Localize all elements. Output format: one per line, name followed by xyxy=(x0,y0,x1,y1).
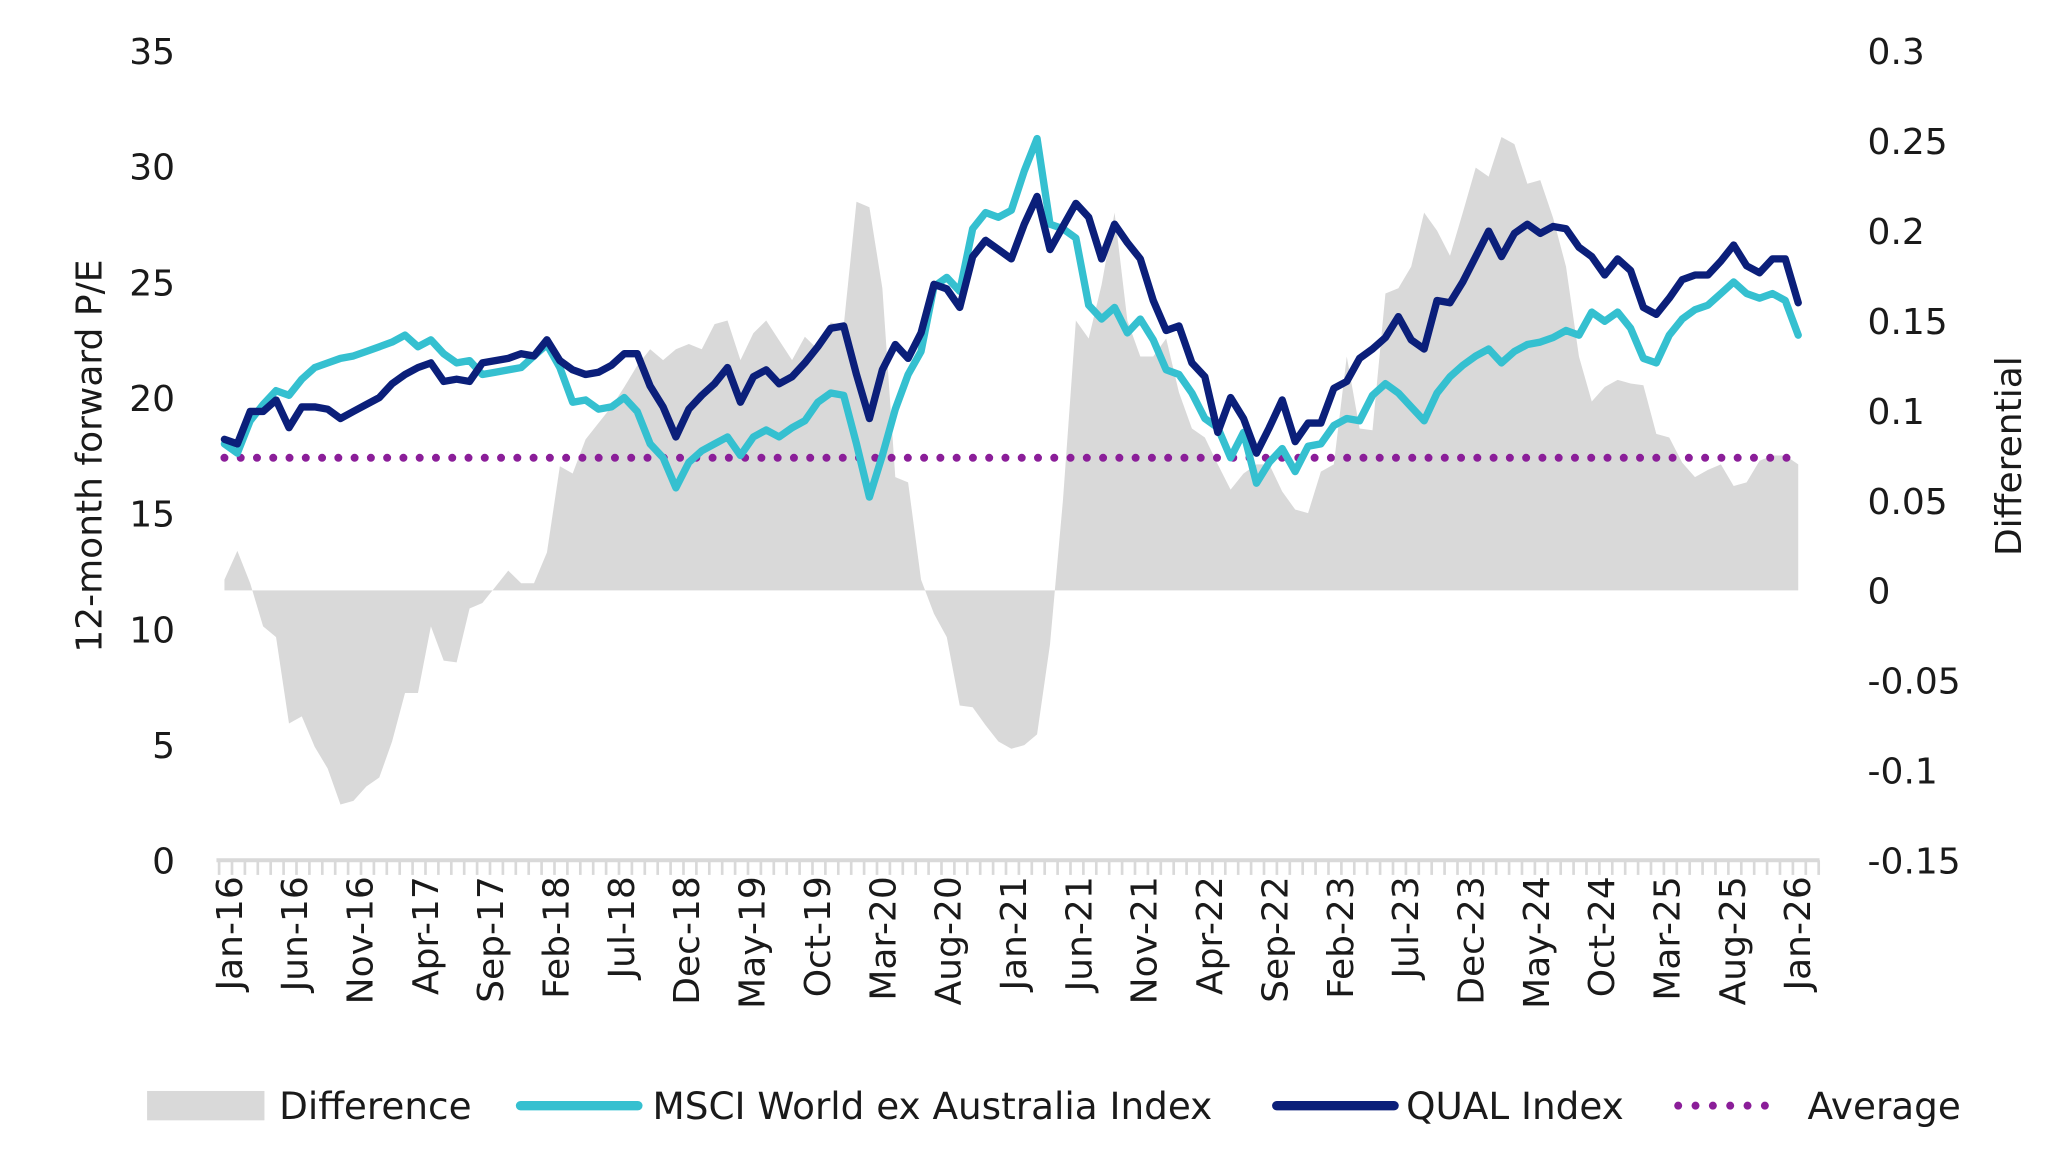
legend-label-average: Average xyxy=(1808,1084,1961,1128)
left-tick-label: 20 xyxy=(129,379,175,420)
right-tick-label: 0.2 xyxy=(1868,212,1925,253)
x-tick-label: Nov-21 xyxy=(1125,876,1166,1004)
series-lines xyxy=(220,134,1802,501)
legend-label-qual: QUAL Index xyxy=(1406,1084,1624,1128)
x-axis-tick-labels: Jan-16 Jun-16 Nov-16 Apr-17 Sep-17 Feb-18 Jul-… xyxy=(210,876,1819,1009)
right-tick-label: 0.05 xyxy=(1868,482,1948,523)
x-tick-label: Oct-19 xyxy=(798,876,839,997)
x-tick-label: Feb-23 xyxy=(1321,876,1362,999)
qual-line xyxy=(220,192,1802,457)
legend-label-difference: Difference xyxy=(279,1084,471,1128)
legend: Difference MSCI World ex Australia Index… xyxy=(147,1084,1961,1128)
x-axis xyxy=(216,858,1821,875)
right-tick-label: 0 xyxy=(1868,572,1891,613)
x-tick-label: Jan-26 xyxy=(1778,876,1819,992)
right-axis-ticks: -0.15 -0.1 -0.05 0 0.05 0.1 0.15 0.2 0.25 0.3 xyxy=(1868,32,1961,883)
x-tick-label: Aug-20 xyxy=(929,876,970,1005)
x-tick-label: May-19 xyxy=(733,876,774,1009)
left-tick-label: 30 xyxy=(129,148,175,189)
x-tick-label: Oct-24 xyxy=(1582,876,1623,997)
legend-item-msci: MSCI World ex Australia Index xyxy=(515,1084,1213,1128)
right-tick-label: -0.15 xyxy=(1868,842,1961,883)
x-tick-label: Sep-22 xyxy=(1255,876,1296,1003)
x-tick-label: Apr-22 xyxy=(1190,876,1231,995)
x-tick-label: Feb-18 xyxy=(537,876,578,999)
x-tick-label: Jan-21 xyxy=(994,876,1035,992)
x-tick-label: Jul-18 xyxy=(602,876,643,980)
x-tick-label: Aug-25 xyxy=(1713,876,1754,1005)
x-tick-label: Nov-16 xyxy=(340,876,381,1004)
x-tick-label: Jun-21 xyxy=(1059,876,1100,993)
right-tick-label: 0.1 xyxy=(1868,392,1925,433)
x-tick-label: Mar-25 xyxy=(1648,876,1689,1000)
difference-area xyxy=(224,136,1799,805)
right-tick-label: 0.15 xyxy=(1868,302,1948,343)
x-tick-label: Dec-23 xyxy=(1451,876,1492,1004)
x-tick-label: Jun-16 xyxy=(275,876,316,993)
x-tick-label: Sep-17 xyxy=(471,876,512,1003)
right-tick-label: 0.25 xyxy=(1868,122,1948,163)
left-tick-label: 35 xyxy=(129,32,175,73)
legend-swatch-difference xyxy=(147,1090,265,1121)
x-tick-label: Jan-16 xyxy=(210,876,251,992)
left-tick-label: 10 xyxy=(129,610,175,651)
right-tick-label: 0.3 xyxy=(1868,32,1925,73)
legend-item-qual: QUAL Index xyxy=(1272,1084,1624,1128)
legend-item-difference: Difference xyxy=(147,1084,472,1128)
right-tick-label: -0.05 xyxy=(1868,662,1961,703)
x-tick-label: Mar-20 xyxy=(863,876,904,1000)
right-tick-label: -0.1 xyxy=(1868,752,1938,793)
difference-area-layer xyxy=(224,136,1799,805)
left-axis-title: 12-month forward P/E xyxy=(70,260,111,653)
x-tick-label: Dec-18 xyxy=(667,876,708,1004)
left-tick-label: 5 xyxy=(152,726,175,767)
left-tick-label: 0 xyxy=(152,842,175,883)
legend-item-average: Average xyxy=(1674,1084,1961,1128)
left-tick-label: 15 xyxy=(129,495,175,536)
msci-line xyxy=(220,134,1802,501)
x-tick-label: May-24 xyxy=(1517,876,1558,1009)
x-tick-label: Jul-23 xyxy=(1386,876,1427,980)
left-axis-ticks: 0 5 10 15 20 25 30 35 xyxy=(129,32,175,883)
right-axis-title: Differential xyxy=(1989,356,2030,556)
x-tick-label: Apr-17 xyxy=(406,876,447,995)
left-tick-label: 25 xyxy=(129,263,175,304)
legend-label-msci: MSCI World ex Australia Index xyxy=(653,1084,1213,1128)
